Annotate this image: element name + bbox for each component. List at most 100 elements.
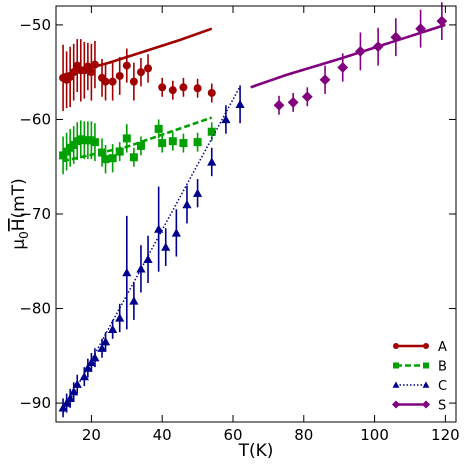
data-point [97, 343, 107, 352]
data-point [192, 188, 203, 197]
data-point [158, 83, 167, 92]
data-point [100, 337, 111, 346]
y-tick-label: −60 [19, 110, 51, 128]
data-point [115, 313, 125, 322]
data-point [168, 137, 177, 146]
y-tick-label: −80 [19, 300, 51, 318]
data-point [115, 147, 124, 156]
legend-label-s: S [438, 399, 446, 414]
y-axis-label: μ0H(mT) [9, 178, 31, 249]
data-point [90, 60, 99, 69]
data-point [58, 403, 68, 412]
legend-marker-a [423, 343, 429, 349]
data-point [221, 114, 231, 124]
legend-label-b: B [438, 360, 447, 375]
data-point [86, 357, 96, 367]
x-tick-label: 40 [153, 426, 172, 444]
data-point [101, 155, 110, 164]
data-point [72, 379, 82, 388]
data-point [207, 127, 216, 136]
data-point [301, 91, 313, 103]
x-tick-label: 120 [431, 426, 460, 444]
data-point [62, 398, 72, 407]
x-tick-label: 100 [360, 426, 389, 444]
data-point [179, 139, 188, 148]
axis-ticks: 20 40 60 80 100 120 −90 −80 −70 −60 −50 [19, 6, 460, 444]
legend-label-c: C [438, 379, 447, 394]
data-point [143, 254, 153, 264]
data-point [144, 64, 153, 73]
series-a [59, 27, 216, 111]
legend-marker-s [391, 400, 401, 409]
data-point [235, 99, 245, 109]
fit-line-s [250, 23, 446, 89]
data-point [129, 153, 138, 162]
x-axis-label: T(K) [238, 441, 274, 461]
data-point [207, 88, 216, 97]
data-point [355, 45, 366, 57]
data-point [193, 138, 202, 147]
legend-marker-b [423, 362, 429, 369]
x-tick-label: 20 [82, 426, 101, 444]
data-point [98, 148, 107, 157]
data-point [207, 157, 217, 166]
plot-content [58, 2, 448, 418]
legend-marker-c [422, 381, 430, 388]
data-point [390, 31, 402, 43]
data-point [108, 324, 118, 334]
data-point [337, 62, 349, 73]
data-point [136, 264, 146, 273]
data-point [154, 224, 164, 233]
data-point [415, 23, 427, 35]
data-point [122, 61, 131, 70]
data-point [161, 242, 171, 251]
data-point [122, 134, 131, 143]
legend-marker-a [393, 343, 399, 349]
data-point [136, 141, 145, 150]
y-tick-label: −90 [19, 394, 51, 412]
data-point [129, 77, 138, 86]
data-point [79, 372, 89, 381]
fit-line-c [62, 86, 241, 413]
data-point [115, 71, 124, 80]
data-point [372, 41, 384, 53]
data-point [108, 77, 117, 86]
data-point [101, 77, 110, 86]
data-point [436, 15, 448, 27]
series-c [58, 85, 245, 418]
y-tick-label: −50 [19, 16, 51, 34]
plot-frame [55, 5, 457, 423]
data-point [193, 84, 202, 93]
x-tick-label: 60 [223, 426, 242, 444]
data-point [122, 268, 132, 277]
legend-marker-s [421, 400, 431, 409]
data-point [83, 363, 93, 372]
data-point [108, 154, 117, 163]
series-b [59, 116, 216, 175]
data-point [179, 83, 188, 92]
data-point [158, 139, 167, 148]
data-point [90, 353, 100, 362]
data-point [90, 138, 99, 147]
data-point [168, 86, 177, 95]
data-point [171, 228, 181, 237]
data-point [273, 99, 285, 111]
data-point [319, 74, 331, 86]
x-tick-label: 80 [294, 426, 313, 444]
series-s [250, 2, 448, 115]
data-point [136, 68, 145, 77]
y-tick-label: −70 [19, 205, 51, 223]
legend-label-a: A [438, 340, 447, 355]
data-point [87, 68, 96, 77]
data-point [65, 393, 75, 403]
legend-marker-b [393, 362, 399, 369]
data-point [129, 296, 139, 305]
data-point [154, 124, 163, 133]
data-point [69, 387, 79, 396]
legend-marker-c [392, 381, 400, 388]
data-point [182, 199, 192, 209]
data-point [287, 97, 299, 108]
data-point [69, 68, 78, 77]
